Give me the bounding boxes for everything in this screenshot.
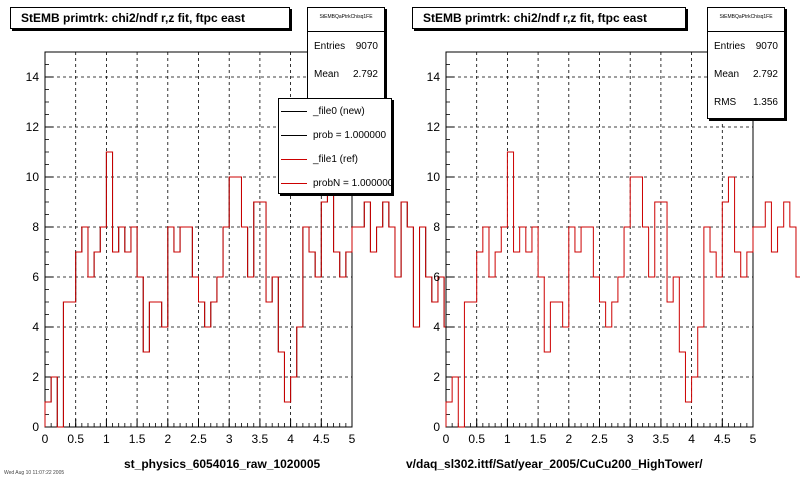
- right-stats-box: StEMBQaPtrkChisq1FE Entries 9070 Mean 2.…: [707, 7, 785, 119]
- right-stats-entries-row: Entries 9070: [708, 32, 784, 60]
- left-legend: _file0 (new) prob = 1.000000 _file1 (ref…: [278, 98, 392, 194]
- left-y-tick-label: 4: [32, 320, 39, 334]
- left-stats-name: StEMBQaPtrkChisq1FE: [308, 8, 384, 32]
- right-x-tick-label: 1.5: [530, 432, 547, 446]
- legend-line-red: [281, 158, 307, 160]
- right-x-tick-label: 3: [627, 432, 634, 446]
- right-chart-title: StEMB primtrk: chi2/ndf r,z fit, ftpc ea…: [412, 7, 686, 29]
- legend-line-black: [281, 110, 307, 112]
- left-x-tick-label: 3.5: [252, 432, 269, 446]
- right-x-tick-label: 0.5: [468, 432, 485, 446]
- left-stats-mean-row: Mean 2.792: [308, 60, 384, 88]
- left-footer-timestamp: Wed Aug 10 11:07:22 2005: [4, 470, 65, 476]
- right-x-tick-label: 0: [443, 432, 450, 446]
- right-stats-rms-row: RMS 1.356: [708, 88, 784, 116]
- left-y-tick-label: 10: [26, 170, 40, 184]
- legend-line-red: [281, 182, 307, 184]
- right-stats-entries-value: 9070: [755, 40, 778, 52]
- right-series-ref-line: [445, 151, 800, 428]
- right-y-tick-label: 14: [427, 70, 441, 84]
- left-x-tick-label: 2.5: [190, 432, 207, 446]
- right-x-tick-label: 2: [565, 432, 572, 446]
- legend-item-file1: _file1 (ref): [279, 147, 391, 171]
- right-stats-rms-value: 1.356: [752, 96, 778, 108]
- left-x-tick-label: 0: [42, 432, 49, 446]
- right-y-tick-label: 10: [427, 170, 441, 184]
- right-x-tick-label: 3.5: [653, 432, 670, 446]
- left-stats-entries-value: 9070: [355, 40, 378, 52]
- right-stats-name: StEMBQaPtrkChisq1FE: [708, 8, 784, 32]
- right-y-tick-label: 0: [433, 420, 440, 434]
- left-x-tick-label: 4: [287, 432, 294, 446]
- legend-line-black: [281, 134, 307, 136]
- right-stats-entries-label: Entries: [714, 40, 746, 52]
- left-x-tick-label: 5: [349, 432, 356, 446]
- right-stats-mean-row: Mean 2.792: [708, 60, 784, 88]
- left-y-tick-label: 6: [32, 270, 39, 284]
- right-y-tick-label: 4: [433, 320, 440, 334]
- right-stats-mean-value: 2.792: [752, 68, 778, 80]
- legend-item-probn: probN = 1.000000: [279, 171, 392, 193]
- left-x-tick-label: 2: [164, 432, 171, 446]
- right-y-tick-label: 2: [433, 370, 440, 384]
- left-stats-entries-row: Entries 9070: [308, 32, 384, 60]
- legend-label-prob: prob = 1.000000: [313, 129, 387, 141]
- left-x-tick-label: 0.5: [67, 432, 84, 446]
- right-y-tick-label: 12: [427, 120, 441, 134]
- right-x-tick-label: 4.5: [714, 432, 731, 446]
- left-footer-filename: st_physics_6054016_raw_1020005: [124, 457, 321, 471]
- legend-label-file0: _file0 (new): [313, 105, 365, 117]
- left-stats-mean-value: 2.792: [352, 68, 378, 80]
- left-stats-entries-label: Entries: [314, 40, 346, 52]
- left-y-tick-label: 2: [32, 370, 39, 384]
- right-x-tick-label: 2.5: [591, 432, 608, 446]
- right-y-tick-label: 8: [433, 220, 440, 234]
- left-y-tick-label: 14: [26, 70, 40, 84]
- left-y-tick-label: 0: [32, 420, 39, 434]
- right-x-tick-label: 4: [688, 432, 695, 446]
- left-x-tick-label: 1.5: [129, 432, 146, 446]
- right-x-tick-label: 5: [750, 432, 757, 446]
- right-footer-path: v/daq_sl302.ittf/Sat/year_2005/CuCu200_H…: [406, 457, 703, 471]
- left-y-tick-label: 8: [32, 220, 39, 234]
- right-stats-rms-label: RMS: [714, 96, 737, 108]
- legend-item-prob: prob = 1.000000: [279, 123, 391, 147]
- left-stats-mean-label: Mean: [314, 68, 340, 80]
- right-x-tick-label: 1: [504, 432, 511, 446]
- legend-label-probn: probN = 1.000000: [313, 177, 392, 189]
- left-chart-title: StEMB primtrk: chi2/ndf r,z fit, ftpc ea…: [10, 7, 290, 29]
- left-x-tick-label: 1: [103, 432, 110, 446]
- left-x-tick-label: 4.5: [313, 432, 330, 446]
- legend-label-file1: _file1 (ref): [313, 153, 359, 165]
- left-y-tick-label: 12: [26, 120, 40, 134]
- right-stats-mean-label: Mean: [714, 68, 740, 80]
- right-y-tick-label: 6: [433, 270, 440, 284]
- left-x-tick-label: 3: [226, 432, 233, 446]
- legend-item-file0: _file0 (new): [279, 99, 391, 123]
